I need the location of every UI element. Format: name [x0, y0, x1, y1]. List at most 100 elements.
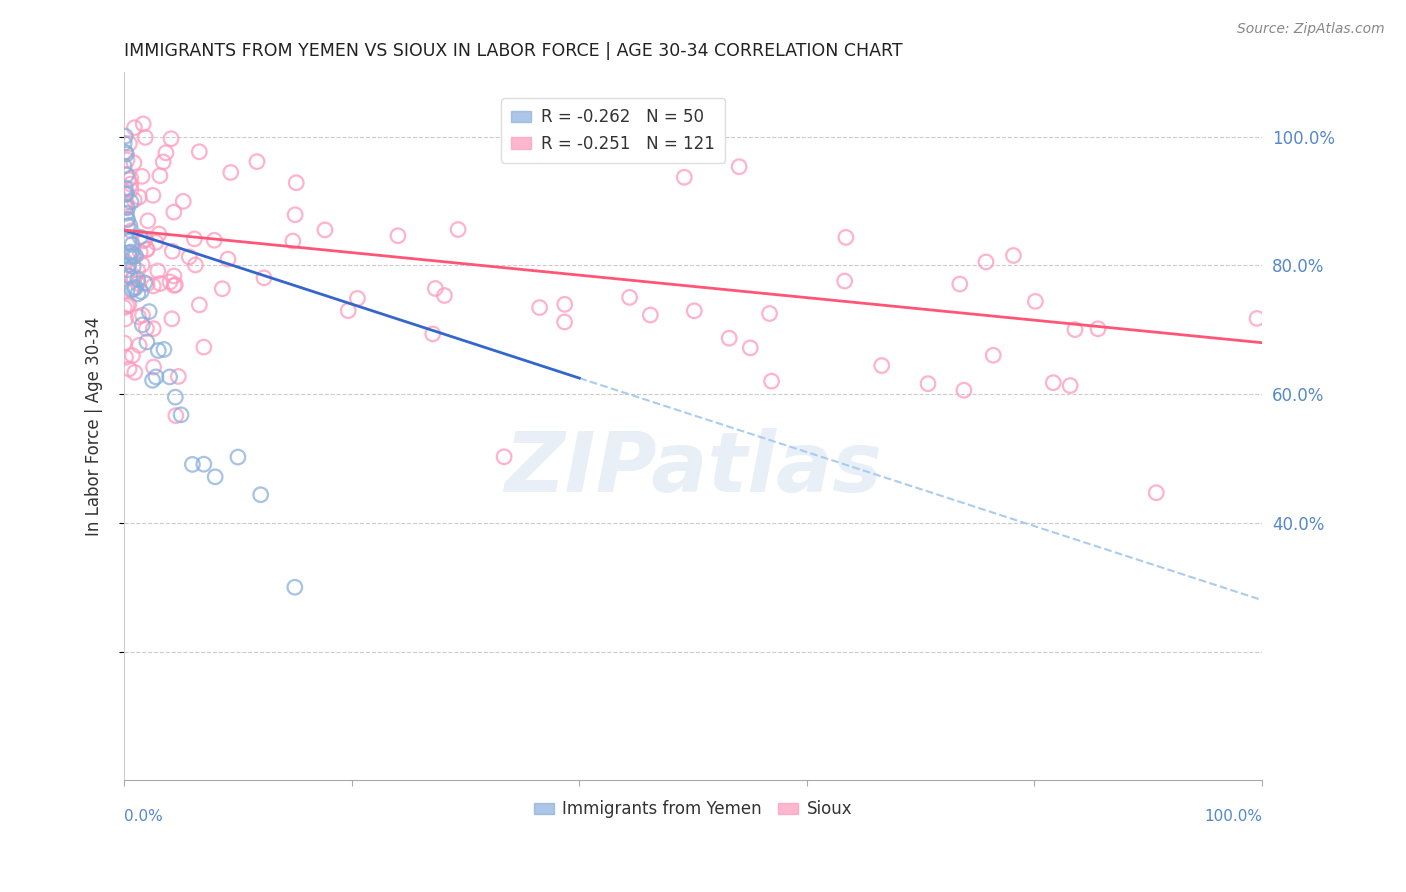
Point	[115, 168, 138, 182]
Text: ZIPatlas: ZIPatlas	[505, 428, 882, 509]
Point	[142, 373, 165, 387]
Point	[120, 171, 142, 186]
Point	[167, 369, 190, 384]
Point	[118, 250, 141, 264]
Point	[131, 169, 153, 184]
Point	[160, 311, 183, 326]
Point	[117, 172, 139, 186]
Point	[127, 310, 149, 324]
Point	[170, 408, 193, 422]
Point	[115, 153, 138, 167]
Point	[249, 488, 271, 502]
Point	[118, 258, 141, 272]
Point	[162, 244, 184, 259]
Point	[114, 196, 136, 211]
Point	[1042, 376, 1064, 390]
Point	[1002, 248, 1025, 262]
Point	[115, 212, 138, 227]
Point	[118, 218, 141, 232]
Point	[124, 365, 146, 379]
Point	[284, 208, 307, 222]
Point	[135, 243, 157, 257]
Point	[184, 258, 207, 272]
Point	[204, 470, 226, 484]
Point	[122, 155, 145, 169]
Point	[127, 277, 149, 291]
Point	[112, 301, 135, 315]
Point	[127, 263, 149, 277]
Point	[118, 136, 141, 151]
Point	[554, 315, 576, 329]
Point	[253, 271, 276, 285]
Point	[728, 160, 751, 174]
Point	[219, 165, 242, 179]
Point	[132, 234, 155, 248]
Point	[1144, 485, 1167, 500]
Point	[120, 224, 142, 238]
Point	[114, 181, 136, 195]
Point	[117, 212, 139, 227]
Point	[114, 200, 136, 214]
Point	[163, 205, 186, 219]
Text: 100.0%: 100.0%	[1204, 809, 1263, 823]
Point	[217, 252, 239, 266]
Point	[761, 374, 783, 388]
Point	[134, 276, 156, 290]
Point	[112, 159, 135, 173]
Point	[494, 450, 516, 464]
Point	[124, 280, 146, 294]
Point	[145, 370, 167, 384]
Point	[142, 188, 165, 202]
Point	[179, 250, 201, 264]
Point	[1024, 294, 1046, 309]
Point	[673, 170, 696, 185]
Point	[124, 282, 146, 296]
Point	[193, 340, 215, 354]
Point	[121, 271, 143, 285]
Point	[1246, 311, 1268, 326]
Point	[120, 183, 142, 197]
Point	[115, 299, 138, 313]
Point	[115, 147, 138, 161]
Point	[115, 268, 138, 283]
Point	[118, 362, 141, 376]
Point	[160, 132, 183, 146]
Point	[619, 290, 641, 304]
Point	[121, 349, 143, 363]
Point	[155, 145, 177, 160]
Point	[554, 297, 576, 311]
Point	[115, 186, 138, 201]
Point	[183, 232, 205, 246]
Legend: Immigrants from Yemen, Sioux: Immigrants from Yemen, Sioux	[527, 794, 859, 825]
Point	[114, 311, 136, 326]
Point	[112, 336, 135, 351]
Point	[136, 214, 159, 228]
Point	[974, 255, 997, 269]
Point	[114, 129, 136, 144]
Point	[740, 341, 762, 355]
Point	[193, 457, 215, 471]
Point	[640, 308, 662, 322]
Point	[135, 334, 157, 349]
Point	[181, 458, 204, 472]
Point	[834, 274, 856, 288]
Point	[121, 237, 143, 252]
Point	[118, 246, 141, 260]
Point	[115, 206, 138, 220]
Point	[134, 130, 156, 145]
Point	[131, 258, 153, 272]
Point	[132, 117, 155, 131]
Point	[148, 227, 170, 241]
Point	[122, 193, 145, 207]
Point	[758, 306, 780, 320]
Point	[152, 155, 174, 169]
Point	[188, 298, 211, 312]
Point	[121, 246, 143, 260]
Point	[1087, 322, 1109, 336]
Point	[124, 120, 146, 135]
Point	[284, 580, 307, 594]
Point	[870, 359, 893, 373]
Point	[148, 343, 170, 358]
Point	[142, 279, 165, 293]
Point	[202, 233, 225, 247]
